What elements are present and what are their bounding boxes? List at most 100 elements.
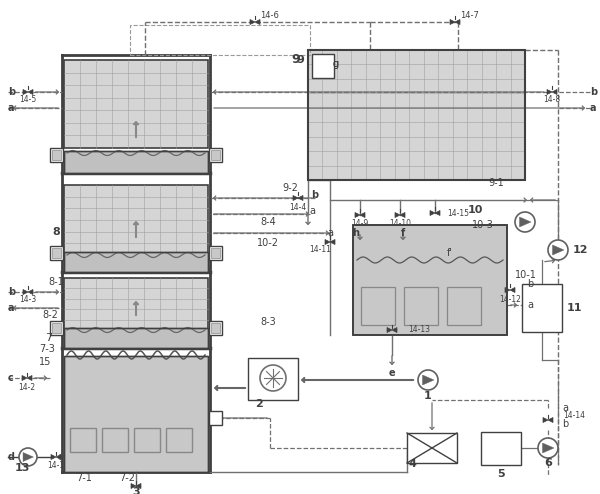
Polygon shape <box>552 89 557 94</box>
Polygon shape <box>548 417 553 422</box>
Text: b: b <box>527 279 533 289</box>
Text: 8-3: 8-3 <box>260 317 276 327</box>
Text: h: h <box>353 228 359 238</box>
Polygon shape <box>422 375 434 385</box>
Polygon shape <box>543 417 548 422</box>
Polygon shape <box>22 375 27 380</box>
Text: 14-10: 14-10 <box>389 219 411 229</box>
Bar <box>209 411 222 425</box>
Text: 7-2: 7-2 <box>119 473 135 483</box>
Bar <box>52 323 61 333</box>
Text: b: b <box>8 287 15 297</box>
Bar <box>522 284 562 332</box>
Circle shape <box>538 438 558 458</box>
Bar <box>134 428 160 452</box>
Bar <box>209 321 222 335</box>
Text: 9-2: 9-2 <box>282 183 298 193</box>
Circle shape <box>548 240 568 260</box>
Text: 14-4: 14-4 <box>289 203 307 211</box>
Text: 9: 9 <box>296 55 304 65</box>
Bar <box>64 328 208 348</box>
Polygon shape <box>520 217 531 227</box>
Text: 14-3: 14-3 <box>19 295 37 304</box>
Polygon shape <box>400 212 405 217</box>
Bar <box>407 433 457 463</box>
Polygon shape <box>325 240 330 245</box>
Polygon shape <box>255 19 260 25</box>
Text: f: f <box>401 228 405 238</box>
Text: 12: 12 <box>573 245 589 255</box>
Bar <box>52 150 61 160</box>
Bar <box>211 248 220 258</box>
Bar <box>64 356 208 472</box>
Bar <box>64 151 208 173</box>
Text: 7: 7 <box>45 333 52 343</box>
Text: c: c <box>8 373 14 383</box>
Bar <box>404 287 438 325</box>
Bar <box>50 148 63 162</box>
Bar <box>209 246 222 260</box>
Circle shape <box>515 212 535 232</box>
Text: b: b <box>311 190 319 200</box>
Polygon shape <box>330 240 335 245</box>
Text: 14-2: 14-2 <box>19 382 35 392</box>
Bar <box>361 287 395 325</box>
Bar <box>481 432 521 465</box>
Text: 14-11: 14-11 <box>309 246 331 254</box>
Text: 7-3: 7-3 <box>39 344 55 354</box>
Polygon shape <box>51 454 56 459</box>
Text: 3: 3 <box>132 487 140 494</box>
Polygon shape <box>27 375 32 380</box>
Bar <box>447 287 481 325</box>
Bar <box>52 248 61 258</box>
Bar <box>64 252 208 272</box>
Polygon shape <box>392 328 397 332</box>
Bar <box>102 428 128 452</box>
Bar <box>353 225 507 335</box>
Text: b: b <box>562 419 568 429</box>
Circle shape <box>260 365 286 391</box>
Polygon shape <box>298 196 303 201</box>
Polygon shape <box>360 212 365 217</box>
Polygon shape <box>355 212 360 217</box>
Polygon shape <box>56 454 61 459</box>
Text: a: a <box>309 206 315 216</box>
Text: 13: 13 <box>14 463 29 473</box>
Text: 14-12: 14-12 <box>499 294 521 303</box>
Text: 14-8: 14-8 <box>544 95 560 105</box>
Bar <box>64 151 208 173</box>
Polygon shape <box>505 288 510 292</box>
Circle shape <box>418 370 438 390</box>
Bar <box>166 428 192 452</box>
Polygon shape <box>23 89 28 94</box>
Bar <box>70 428 96 452</box>
Text: 5: 5 <box>497 469 505 479</box>
Text: a: a <box>327 228 333 238</box>
Polygon shape <box>28 89 33 94</box>
Text: 14-13: 14-13 <box>408 326 430 334</box>
Text: 9-1: 9-1 <box>488 178 504 188</box>
Polygon shape <box>131 484 136 489</box>
Text: 14-15: 14-15 <box>447 208 469 217</box>
Bar <box>64 60 208 148</box>
Text: 4: 4 <box>408 459 416 469</box>
Bar <box>64 185 208 255</box>
Bar <box>209 148 222 162</box>
Polygon shape <box>455 19 460 25</box>
Text: a: a <box>562 403 568 413</box>
Polygon shape <box>250 19 255 25</box>
Text: 11: 11 <box>567 303 583 313</box>
Bar <box>130 25 310 55</box>
Text: 8-1: 8-1 <box>48 277 64 287</box>
Polygon shape <box>23 453 34 461</box>
Polygon shape <box>430 210 435 215</box>
Text: g: g <box>333 59 339 69</box>
Text: e: e <box>389 368 395 378</box>
Text: 14-9: 14-9 <box>352 219 368 229</box>
Bar <box>50 321 63 335</box>
Text: 1: 1 <box>424 391 432 401</box>
Text: 14-7: 14-7 <box>461 11 479 20</box>
Circle shape <box>19 448 37 466</box>
Text: a: a <box>527 300 533 310</box>
Text: 10-2: 10-2 <box>257 238 279 248</box>
